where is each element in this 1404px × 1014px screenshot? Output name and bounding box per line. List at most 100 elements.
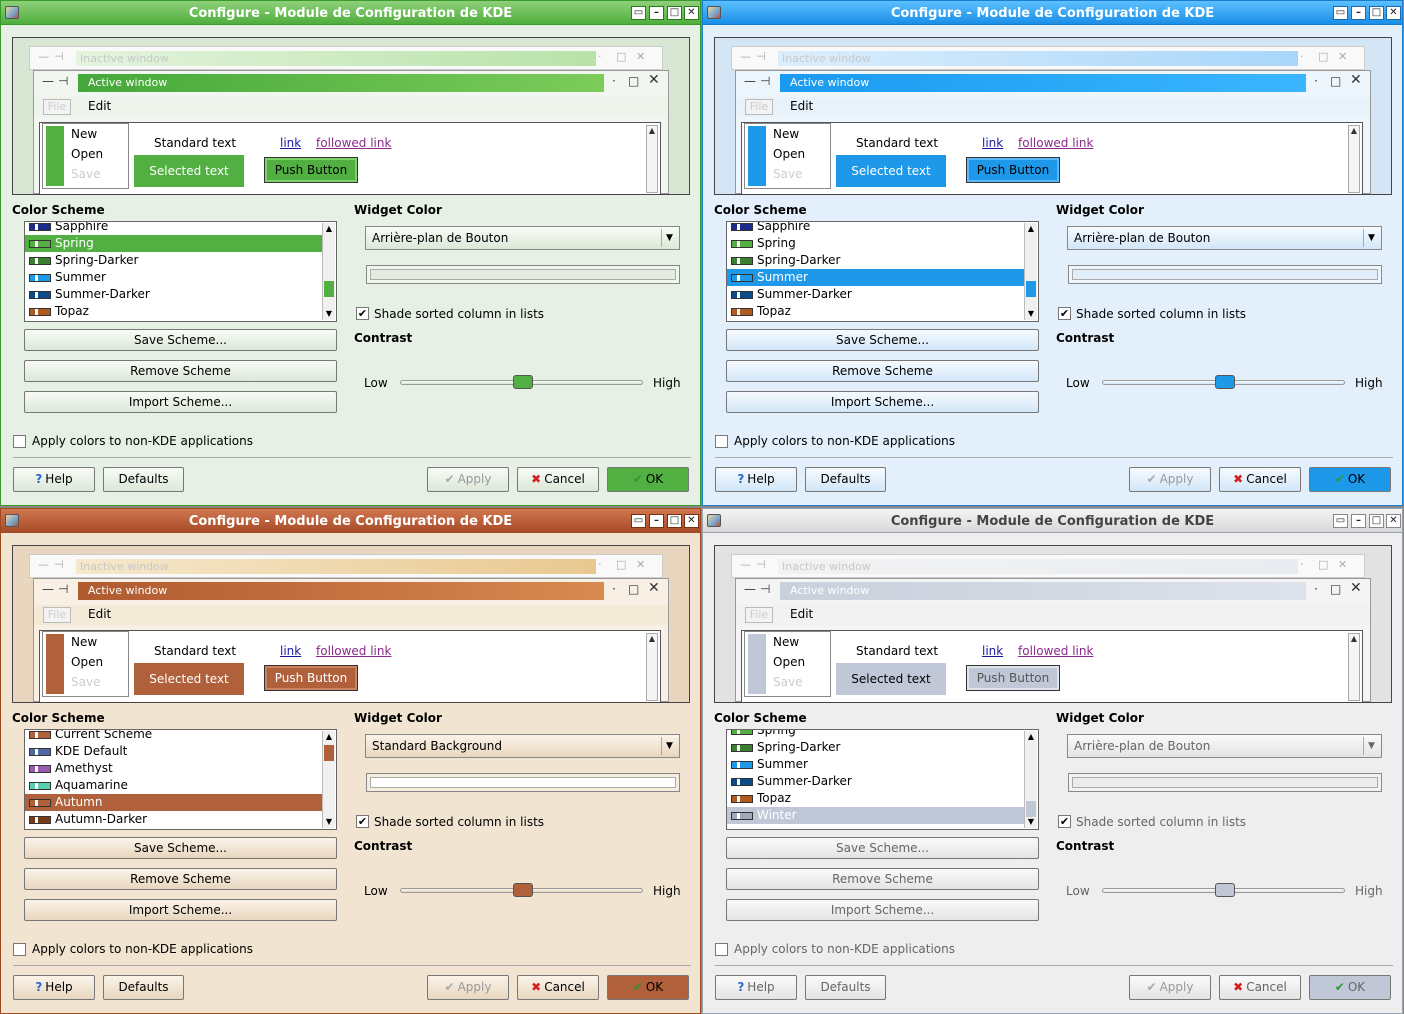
scheme-item[interactable]: Topaz (727, 303, 1024, 320)
widget-color-button[interactable] (1068, 773, 1382, 792)
scroll-up-icon[interactable]: ▲ (1027, 732, 1035, 741)
minimize-icon[interactable]: – (649, 514, 664, 528)
save-scheme-button[interactable]: Save Scheme... (726, 329, 1039, 351)
title-bar[interactable]: Configure - Module de Configuration de K… (703, 509, 1402, 533)
scheme-item[interactable]: Topaz (727, 790, 1024, 807)
scheme-item[interactable]: Summer-Darker (727, 286, 1024, 303)
contrast-slider[interactable] (1102, 883, 1345, 897)
minimize-icon[interactable]: – (649, 6, 664, 20)
shade-window-icon[interactable]: ▭ (1333, 6, 1348, 20)
scroll-up-icon[interactable]: ▲ (325, 732, 333, 741)
scroll-down-icon[interactable]: ▼ (1027, 309, 1035, 318)
scheme-item[interactable]: Summer (727, 269, 1024, 286)
maximize-icon[interactable]: □ (1369, 514, 1384, 528)
apply-non-kde-checkbox[interactable] (715, 435, 728, 448)
widget-color-combo[interactable]: Standard Background ▼ (365, 734, 680, 758)
chevron-down-icon[interactable]: ▼ (661, 737, 677, 755)
close-icon[interactable]: ✕ (1386, 6, 1401, 20)
app-icon[interactable] (707, 6, 721, 19)
defaults-button[interactable]: Defaults (805, 467, 886, 492)
widget-color-combo[interactable]: Arrière-plan de Bouton ▼ (1067, 734, 1382, 758)
remove-scheme-button[interactable]: Remove Scheme (726, 868, 1039, 890)
help-button[interactable]: ? Help (13, 975, 95, 1000)
scheme-item[interactable]: Winter (727, 807, 1024, 824)
scheme-list-scrollbar[interactable]: ▲ ▼ (322, 731, 335, 828)
shade-sorted-checkbox[interactable]: ✔ (356, 307, 369, 320)
app-icon[interactable] (707, 514, 721, 527)
apply-non-kde-checkbox[interactable] (715, 943, 728, 956)
ok-button[interactable]: ✔ OK (607, 467, 689, 492)
close-icon[interactable]: ✕ (684, 6, 699, 20)
help-button[interactable]: ? Help (13, 467, 95, 492)
defaults-button[interactable]: Defaults (805, 975, 886, 1000)
scheme-item[interactable]: Spring-Darker (25, 252, 322, 269)
import-scheme-button[interactable]: Import Scheme... (726, 899, 1039, 921)
widget-color-button[interactable] (366, 265, 680, 284)
apply-button[interactable]: ✔ Apply (427, 975, 509, 1000)
scroll-thumb[interactable] (324, 281, 334, 297)
maximize-icon[interactable]: □ (1369, 6, 1384, 20)
widget-color-combo[interactable]: Arrière-plan de Bouton ▼ (365, 226, 680, 250)
help-button[interactable]: ? Help (715, 975, 797, 1000)
apply-button[interactable]: ✔ Apply (1129, 975, 1211, 1000)
scheme-item[interactable]: Spring (727, 730, 1024, 739)
shade-sorted-checkbox[interactable]: ✔ (356, 815, 369, 828)
defaults-button[interactable]: Defaults (103, 975, 184, 1000)
scheme-item[interactable]: Autumn (25, 794, 322, 811)
scroll-thumb[interactable] (1026, 281, 1036, 297)
scheme-item[interactable]: Aquamarine (25, 777, 322, 794)
scheme-item[interactable]: Amethyst (25, 760, 322, 777)
save-scheme-button[interactable]: Save Scheme... (726, 837, 1039, 859)
close-icon[interactable]: ✕ (684, 514, 699, 528)
color-scheme-list[interactable]: Sapphire Spring Spring-Darker Summer Summer-… (24, 221, 337, 322)
title-bar[interactable]: Configure - Module de Configuration de K… (703, 1, 1402, 25)
apply-button[interactable]: ✔ Apply (427, 467, 509, 492)
contrast-slider[interactable] (1102, 375, 1345, 389)
chevron-down-icon[interactable]: ▼ (1363, 229, 1379, 247)
scheme-item[interactable]: Sapphire (25, 222, 322, 235)
widget-color-combo[interactable]: Arrière-plan de Bouton ▼ (1067, 226, 1382, 250)
contrast-slider[interactable] (400, 375, 643, 389)
maximize-icon[interactable]: □ (667, 514, 682, 528)
import-scheme-button[interactable]: Import Scheme... (726, 391, 1039, 413)
scroll-down-icon[interactable]: ▼ (325, 309, 333, 318)
chevron-down-icon[interactable]: ▼ (1363, 737, 1379, 755)
maximize-icon[interactable]: □ (667, 6, 682, 20)
scheme-item[interactable]: Summer (727, 756, 1024, 773)
scroll-thumb[interactable] (1026, 801, 1036, 817)
scheme-item[interactable]: Spring-Darker (727, 739, 1024, 756)
remove-scheme-button[interactable]: Remove Scheme (24, 868, 337, 890)
cancel-button[interactable]: ✖ Cancel (1219, 467, 1301, 492)
close-icon[interactable]: ✕ (1386, 514, 1401, 528)
contrast-slider-handle[interactable] (513, 883, 533, 897)
scheme-item[interactable]: Summer-Darker (25, 286, 322, 303)
shade-window-icon[interactable]: ▭ (631, 6, 646, 20)
scheme-item[interactable]: Summer (25, 269, 322, 286)
color-scheme-list[interactable]: Spring Spring-Darker Summer Summer-Darker To… (726, 729, 1039, 830)
app-icon[interactable] (5, 514, 19, 527)
cancel-button[interactable]: ✖ Cancel (517, 975, 599, 1000)
color-scheme-list[interactable]: Current Scheme KDE Default Amethyst Aquamar… (24, 729, 337, 830)
save-scheme-button[interactable]: Save Scheme... (24, 329, 337, 351)
title-bar[interactable]: Configure - Module de Configuration de K… (1, 509, 700, 533)
app-icon[interactable] (5, 6, 19, 19)
scheme-item[interactable]: Spring-Darker (727, 252, 1024, 269)
scheme-item[interactable]: Spring (727, 235, 1024, 252)
title-bar[interactable]: Configure - Module de Configuration de K… (1, 1, 700, 25)
scroll-down-icon[interactable]: ▼ (1027, 817, 1035, 826)
color-scheme-list[interactable]: Sapphire Spring Spring-Darker Summer Summer-… (726, 221, 1039, 322)
shade-window-icon[interactable]: ▭ (1333, 514, 1348, 528)
minimize-icon[interactable]: – (1351, 6, 1366, 20)
contrast-slider-handle[interactable] (513, 375, 533, 389)
scroll-up-icon[interactable]: ▲ (325, 224, 333, 233)
import-scheme-button[interactable]: Import Scheme... (24, 391, 337, 413)
widget-color-button[interactable] (366, 773, 680, 792)
scheme-item[interactable]: KDE Default (25, 743, 322, 760)
ok-button[interactable]: ✔ OK (1309, 467, 1391, 492)
contrast-slider-handle[interactable] (1215, 883, 1235, 897)
shade-sorted-checkbox[interactable]: ✔ (1058, 307, 1071, 320)
scroll-down-icon[interactable]: ▼ (325, 817, 333, 826)
chevron-down-icon[interactable]: ▼ (661, 229, 677, 247)
apply-non-kde-checkbox[interactable] (13, 435, 26, 448)
remove-scheme-button[interactable]: Remove Scheme (24, 360, 337, 382)
